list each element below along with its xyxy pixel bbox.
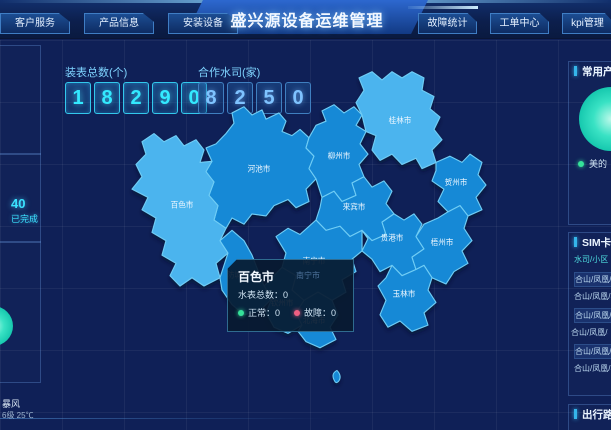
svg-text:桂林市: 桂林市 xyxy=(389,115,412,125)
svg-text:河池市: 河池市 xyxy=(248,164,271,174)
svg-text:贺州市: 贺州市 xyxy=(445,177,468,187)
svg-text:柳州市: 柳州市 xyxy=(328,150,351,160)
svg-text:百色市: 百色市 xyxy=(171,200,194,210)
svg-text:梧州市: 梧州市 xyxy=(431,237,454,247)
svg-text:玉林市: 玉林市 xyxy=(393,288,416,298)
svg-text:来宾市: 来宾市 xyxy=(343,202,366,212)
svg-text:贵港市: 贵港市 xyxy=(381,233,404,243)
